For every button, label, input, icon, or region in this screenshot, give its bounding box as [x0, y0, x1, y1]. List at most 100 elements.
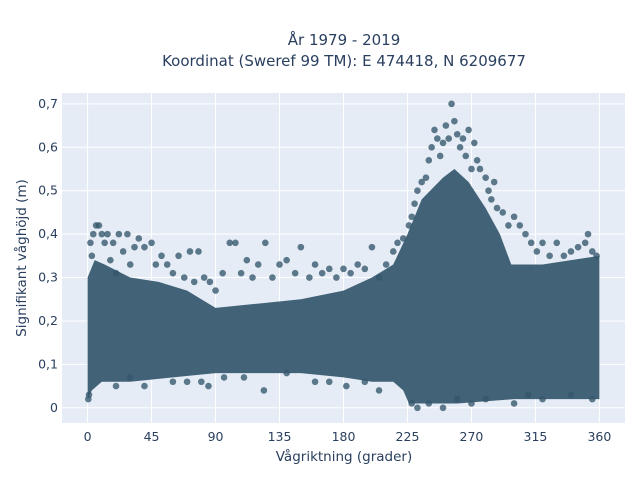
data-point-135 [375, 387, 383, 394]
x-tick-label-7: 315 [524, 429, 548, 444]
data-point-85 [476, 165, 484, 173]
data-point-90 [493, 204, 501, 212]
y-tick-labels: 0 0,1 0,2 0,3 0,4 0,5 0,6 0,7 [38, 96, 58, 415]
data-point-74 [445, 135, 453, 142]
data-point-100 [553, 239, 561, 247]
data-point-84 [473, 157, 481, 164]
data-point-9 [104, 230, 111, 238]
data-point-92 [505, 222, 512, 229]
data-point-103 [574, 243, 582, 251]
data-point-110 [425, 400, 433, 407]
data-point-126 [205, 382, 212, 390]
data-point-14 [119, 248, 127, 255]
chart-title-line-1: År 1979 - 2019 [288, 30, 401, 49]
data-point-24 [169, 269, 177, 277]
y-tick-label-2: 0,2 [38, 313, 58, 328]
data-point-128 [240, 374, 248, 381]
data-point-30 [200, 274, 208, 281]
dense-point-bands [87, 168, 600, 404]
x-axis-title: Vågriktning (grader) [276, 448, 413, 465]
data-point-95 [522, 230, 529, 238]
y-tick-label-6: 0,6 [38, 139, 58, 154]
data-point-25 [175, 252, 182, 260]
data-point-7 [98, 230, 106, 238]
data-point-59 [394, 239, 401, 247]
data-point-10 [107, 256, 114, 264]
data-point-21 [152, 261, 160, 268]
data-point-47 [311, 261, 319, 268]
data-point-73 [442, 122, 450, 129]
y-axis-title: Signifikant våghöjd (m) [13, 179, 30, 337]
data-point-119 [589, 395, 596, 403]
data-point-46 [306, 274, 313, 281]
data-point-109 [414, 404, 421, 412]
data-point-67 [425, 157, 433, 164]
data-point-63 [411, 200, 418, 208]
data-point-77 [453, 130, 461, 138]
data-point-52 [347, 269, 354, 277]
y-tick-label-1: 0,1 [38, 356, 58, 371]
data-point-60 [399, 235, 407, 242]
x-tick-label-1: 45 [144, 429, 160, 444]
data-point-4 [89, 230, 97, 238]
data-point-19 [141, 243, 148, 251]
data-point-129 [260, 387, 268, 394]
data-point-76 [451, 117, 458, 125]
data-point-34 [226, 239, 234, 247]
data-point-31 [206, 278, 214, 286]
dense-point-band [87, 168, 600, 404]
data-point-26 [180, 274, 188, 281]
data-point-122 [141, 382, 148, 390]
data-point-132 [325, 378, 333, 386]
data-point-1 [85, 391, 93, 399]
data-point-3 [88, 252, 96, 260]
x-tick-label-8: 360 [587, 429, 611, 444]
data-point-101 [560, 252, 568, 260]
data-point-61 [405, 222, 413, 229]
data-point-54 [361, 265, 369, 273]
data-point-16 [126, 261, 134, 268]
data-point-65 [418, 178, 425, 186]
data-point-124 [183, 378, 191, 386]
x-tick-label-4: 180 [332, 429, 356, 444]
data-point-23 [163, 261, 171, 268]
y-tick-label-3: 0,3 [38, 270, 58, 285]
data-point-93 [510, 213, 518, 221]
data-point-15 [124, 230, 131, 238]
data-point-49 [325, 265, 333, 273]
data-point-13 [115, 230, 123, 238]
data-point-27 [186, 248, 194, 255]
data-point-72 [439, 139, 447, 147]
x-tick-label-0: 0 [84, 429, 92, 444]
points-layer [85, 100, 600, 412]
data-point-116 [525, 391, 532, 399]
data-point-55 [368, 243, 376, 251]
data-point-102 [567, 248, 575, 255]
data-point-133 [343, 382, 350, 390]
data-point-112 [453, 395, 461, 403]
data-point-29 [195, 248, 202, 255]
data-point-97 [533, 248, 541, 255]
data-point-96 [527, 239, 535, 247]
x-tick-labels: 0 45 90 135 180 225 270 315 360 [84, 429, 612, 444]
data-point-51 [340, 265, 347, 273]
y-tick-label-0: 0 [50, 400, 58, 415]
data-point-89 [490, 178, 498, 186]
data-point-87 [485, 187, 492, 194]
data-point-53 [354, 261, 362, 268]
data-point-8 [101, 239, 108, 247]
data-point-50 [333, 274, 340, 281]
data-point-6 [95, 222, 103, 229]
data-point-2 [87, 239, 94, 247]
x-tick-label-3: 135 [268, 429, 292, 444]
data-point-17 [131, 243, 138, 251]
data-point-22 [158, 252, 165, 260]
data-point-33 [219, 269, 226, 277]
data-point-28 [190, 278, 198, 286]
data-point-88 [488, 196, 495, 203]
data-point-38 [249, 274, 256, 281]
data-point-123 [169, 378, 177, 386]
data-point-78 [456, 143, 464, 151]
